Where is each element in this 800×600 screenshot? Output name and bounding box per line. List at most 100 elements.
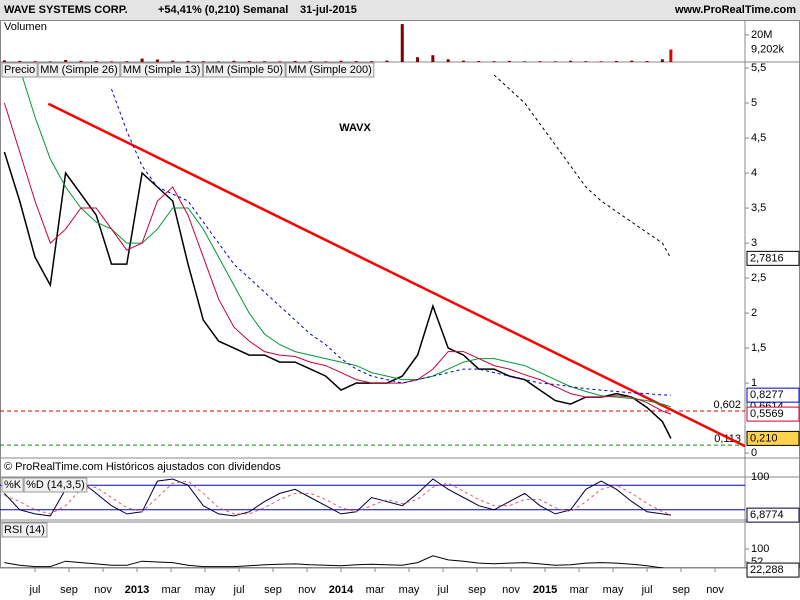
volume-bar: [140, 58, 144, 62]
last-value-label: 2,7816: [750, 252, 784, 264]
legend-entry: MM (Simple 50): [205, 64, 283, 76]
volume-bar: [247, 61, 251, 62]
volume-bar: [2, 60, 6, 62]
y-tick-label: 1,5: [751, 342, 766, 354]
legend-entry: %D (14,3,5): [26, 479, 85, 491]
volume-bar: [110, 61, 114, 62]
last-value-label: 9,202k: [751, 43, 785, 55]
x-tick-label: may: [195, 584, 216, 596]
volume-bar: [660, 59, 664, 62]
volume-bar: [324, 61, 328, 62]
volume-bar: [217, 61, 221, 62]
x-tick-label: nov: [298, 584, 316, 596]
last-value-box: [746, 406, 800, 422]
series-line: [3, 102, 672, 415]
series-line: [4, 478, 671, 517]
x-tick-label: 2014: [329, 584, 354, 596]
last-value-box: [746, 387, 800, 403]
x-tick-label: sep: [672, 584, 690, 596]
y-tick-label: 100: [751, 471, 769, 483]
y-tick-label: 0: [751, 447, 757, 459]
period: Semanal: [243, 4, 288, 16]
legend-entry: RSI (14): [4, 524, 45, 536]
x-tick-label: 2015: [533, 584, 557, 596]
x-tick-label: jul: [437, 584, 449, 596]
volume-bar: [523, 61, 527, 62]
last-value-box: [746, 507, 800, 523]
volume-bar: [446, 59, 450, 62]
x-tick-label: nov: [502, 584, 520, 596]
volume-bar: [155, 59, 159, 62]
volume-bar: [64, 59, 68, 62]
volume-bar: [584, 61, 588, 62]
x-tick-label: jul: [29, 584, 41, 596]
series-line: [4, 480, 672, 515]
volume-bar: [630, 60, 634, 62]
x-tick-label: mar: [570, 584, 589, 596]
date: 31-jul-2015: [300, 4, 357, 16]
y-tick-label: 3: [751, 237, 757, 249]
volume-bar: [507, 60, 511, 62]
x-tick-label: nov: [94, 584, 112, 596]
volume-bar: [232, 60, 236, 62]
volume-bar: [370, 61, 374, 62]
legend-entry: %K: [4, 479, 22, 491]
legend-entry: MM (Simple 26): [40, 64, 118, 76]
y-tick-label: 5: [751, 97, 757, 109]
volume-bar: [339, 60, 343, 62]
legend-box: [37, 62, 121, 78]
x-tick-label: sep: [264, 584, 282, 596]
volume-bar: [48, 61, 52, 62]
volume-bar: [171, 60, 175, 62]
volume-bar: [201, 61, 205, 62]
header-bar: [0, 0, 800, 20]
y-tick-label: 3,5: [751, 202, 766, 214]
volume-bar: [431, 55, 435, 62]
x-tick-label: mar: [366, 584, 385, 596]
volume-bar: [569, 60, 573, 62]
y-tick-label: 20M: [751, 29, 772, 41]
volume-bar: [18, 60, 22, 62]
volume-bar: [186, 60, 190, 62]
volume-bar: [125, 61, 129, 62]
legend-entry: MM (Simple 13): [123, 64, 201, 76]
last-value-box: [746, 250, 800, 266]
legend-entry: Precio: [4, 64, 35, 76]
legend-box: [23, 477, 88, 493]
volume-bar: [293, 60, 297, 62]
footer-note: © ProRealTime.com Históricos ajustados c…: [4, 461, 281, 473]
legend-entry: MM (Simple 200): [288, 64, 372, 76]
x-tick-label: jul: [233, 584, 245, 596]
volume-bar: [614, 60, 618, 62]
site: www.ProRealTime.com: [674, 4, 796, 16]
y-tick-label: 100: [751, 543, 769, 555]
volume-bar: [308, 61, 312, 62]
volume-bar: [33, 61, 37, 62]
volume-bar: [400, 24, 404, 62]
legend-box: [285, 62, 375, 78]
volume-bar: [461, 60, 465, 62]
y-tick-label: 4: [751, 167, 757, 179]
y-tick-label: 2: [751, 307, 757, 319]
volume-bar: [79, 60, 83, 62]
volume-bar: [599, 61, 603, 62]
last-value-label: 0,8277: [750, 389, 784, 401]
x-tick-label: sep: [60, 584, 78, 596]
last-value-label: 0,5569: [750, 408, 784, 420]
panel-title: Volumen: [4, 21, 47, 33]
last-value-label: 22,288: [750, 564, 784, 576]
last-value-box: [746, 430, 800, 446]
series-line: [493, 74, 672, 259]
x-tick-label: may: [603, 584, 624, 596]
x-tick-label: 2013: [125, 584, 149, 596]
volume-bar: [94, 61, 98, 62]
volume-bar: [263, 61, 267, 62]
volume-bar: [645, 61, 649, 62]
legend-box: [1, 522, 48, 538]
volume-bar: [477, 61, 481, 62]
x-tick-label: jul: [641, 584, 653, 596]
series-line: [4, 555, 665, 568]
x-tick-label: nov: [706, 584, 724, 596]
